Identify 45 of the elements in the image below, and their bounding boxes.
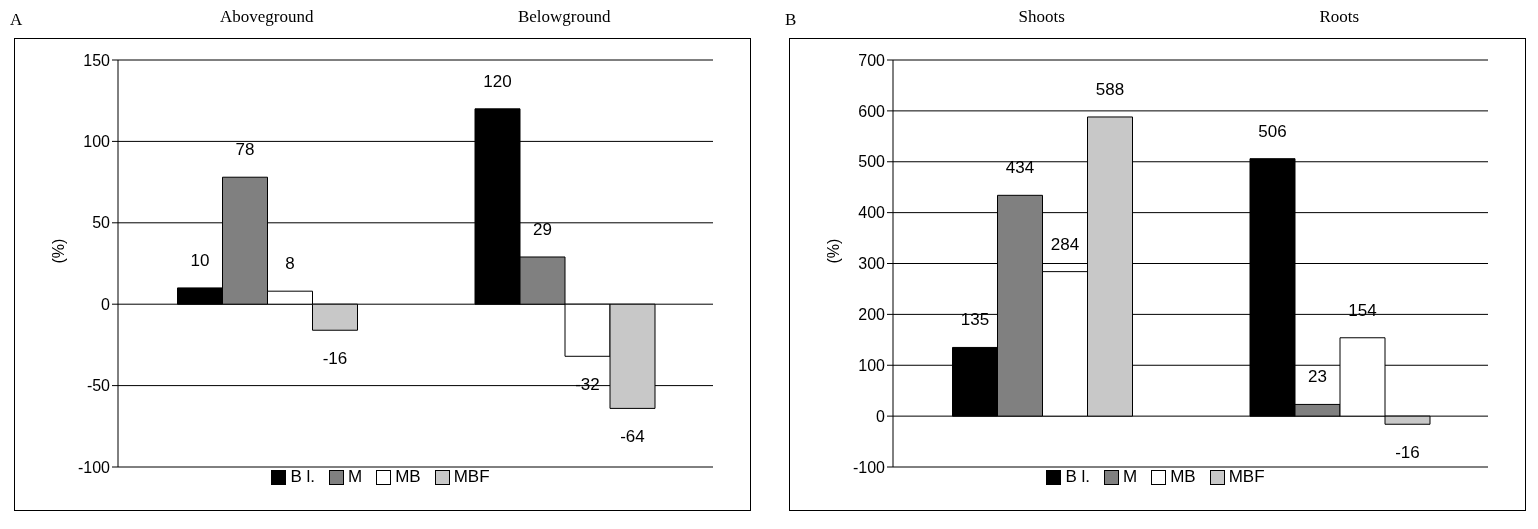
data-label: 10 bbox=[190, 250, 210, 270]
data-label: 284 bbox=[1050, 234, 1080, 254]
legend-label: MBF bbox=[453, 467, 490, 487]
legend-label: M bbox=[1123, 467, 1138, 487]
data-label: -64 bbox=[620, 427, 645, 447]
y-axis-title: (%) bbox=[49, 238, 67, 264]
y-tick-label: -50 bbox=[86, 377, 111, 395]
y-tick-label: 100 bbox=[858, 356, 886, 374]
x-tick-label: Shoots bbox=[1018, 7, 1065, 26]
y-tick-label: 150 bbox=[83, 51, 111, 69]
y-tick-label: -100 bbox=[852, 458, 886, 476]
chart-title: A bbox=[10, 10, 23, 30]
data-label: -16 bbox=[1395, 443, 1420, 463]
data-label: 120 bbox=[483, 71, 512, 91]
data-label: 23 bbox=[1308, 367, 1327, 387]
y-tick-label: -100 bbox=[77, 458, 111, 476]
legend-label: MB bbox=[395, 467, 421, 487]
legend-label: MB bbox=[1170, 467, 1196, 487]
y-tick-label: 400 bbox=[858, 204, 886, 222]
y-tick-label: 0 bbox=[101, 295, 111, 313]
data-label: 588 bbox=[1095, 79, 1125, 99]
data-label: 135 bbox=[960, 310, 990, 330]
chart-title: B bbox=[785, 10, 797, 30]
legend-label: B l. bbox=[290, 467, 315, 487]
data-label: 506 bbox=[1258, 121, 1287, 141]
data-label: 78 bbox=[235, 140, 255, 160]
y-tick-label: 500 bbox=[858, 153, 886, 171]
legend-label: M bbox=[348, 467, 363, 487]
y-tick-label: 300 bbox=[858, 255, 886, 273]
y-tick-label: 0 bbox=[876, 407, 886, 425]
legend-label: B l. bbox=[1065, 467, 1090, 487]
data-label: -16 bbox=[322, 349, 348, 369]
data-label: 434 bbox=[1005, 158, 1035, 178]
data-label: 29 bbox=[533, 219, 552, 239]
y-tick-label: 600 bbox=[858, 102, 886, 120]
data-label: 8 bbox=[285, 254, 295, 274]
y-tick-label: 700 bbox=[858, 51, 886, 69]
legend-label: MBF bbox=[1228, 467, 1265, 487]
x-tick-label: Aboveground bbox=[220, 7, 314, 26]
y-tick-label: 50 bbox=[92, 214, 111, 232]
y-axis-title: (%) bbox=[824, 238, 842, 264]
y-tick-label: 100 bbox=[83, 133, 111, 151]
y-tick-label: 200 bbox=[858, 306, 886, 324]
x-tick-label: Roots bbox=[1319, 7, 1360, 26]
x-tick-label: Belowground bbox=[517, 7, 612, 26]
